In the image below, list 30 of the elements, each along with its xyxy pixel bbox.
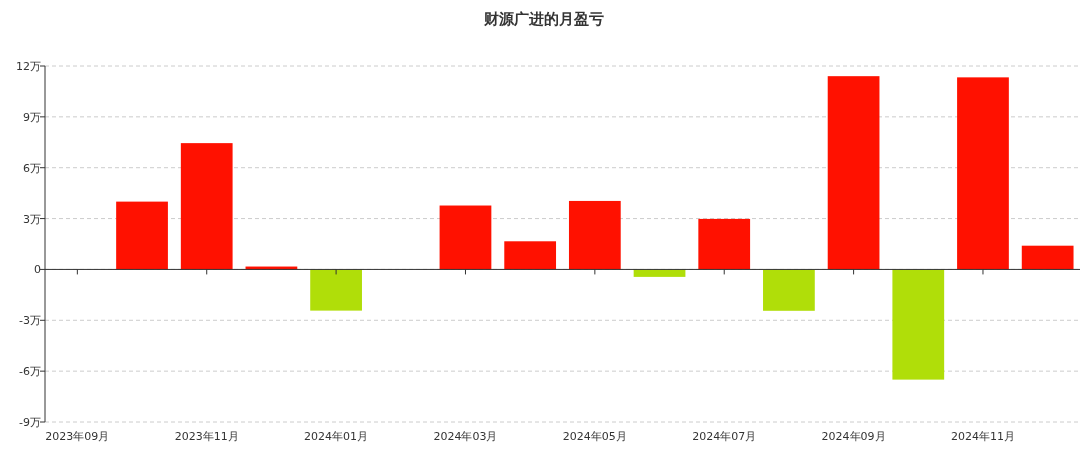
bar bbox=[180, 143, 233, 270]
y-tick-label: 0 bbox=[34, 263, 41, 277]
bar bbox=[892, 269, 945, 380]
bar bbox=[568, 200, 621, 270]
bar bbox=[633, 269, 686, 277]
x-tick-label: 2024年03月 bbox=[433, 430, 498, 443]
x-tick-label: 2024年01月 bbox=[304, 430, 369, 443]
x-tick-label: 2023年09月 bbox=[45, 430, 110, 443]
bar bbox=[1021, 245, 1074, 270]
y-tick-label: -6万 bbox=[19, 365, 41, 379]
bar bbox=[439, 205, 492, 270]
y-tick-label: -3万 bbox=[19, 314, 41, 328]
y-tick-label: 3万 bbox=[23, 212, 41, 226]
bar bbox=[504, 241, 557, 270]
bar bbox=[827, 76, 880, 270]
y-tick-label: 9万 bbox=[23, 110, 41, 124]
bar bbox=[116, 201, 168, 270]
x-tick-label: 2024年05月 bbox=[562, 430, 627, 443]
x-tick-label: 2023年11月 bbox=[174, 430, 239, 443]
bar bbox=[957, 77, 1009, 270]
y-tick-label: 6万 bbox=[23, 161, 41, 175]
bar bbox=[698, 218, 751, 270]
bar bbox=[310, 269, 362, 311]
chart-title: 财源广进的月盈亏 bbox=[482, 10, 604, 28]
y-tick-label: 12万 bbox=[16, 60, 41, 73]
x-tick-label: 2024年09月 bbox=[821, 430, 886, 443]
x-tick-label: 2024年11月 bbox=[950, 430, 1015, 443]
y-tick-label: -9万 bbox=[19, 416, 41, 429]
bar bbox=[763, 269, 815, 311]
x-tick-label: 2024年07月 bbox=[692, 430, 757, 443]
